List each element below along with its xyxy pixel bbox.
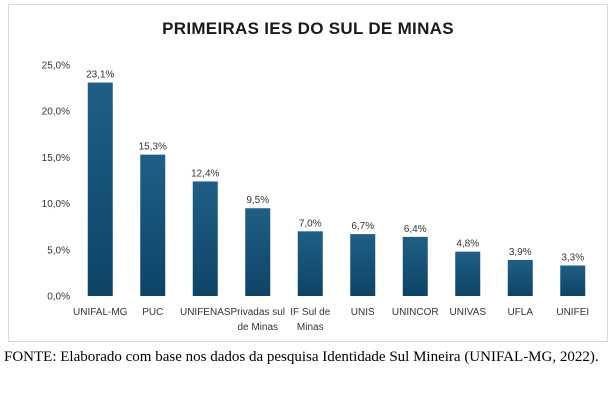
bar-value-label: 4,8% [456, 239, 479, 250]
bar [192, 181, 218, 296]
bar-value-label: 15,3% [139, 142, 167, 153]
bar [402, 236, 428, 296]
bar [455, 251, 481, 296]
bar [87, 82, 113, 296]
bar [140, 154, 166, 296]
x-tick-label: UNIFAL-MG [73, 307, 128, 318]
x-tick-label: Minas [297, 322, 324, 333]
bars: 23,1% 15,3% 12,4% 9,5% 7,0% 6,7% 6,4% 4,8% 3,9% 3… [86, 70, 586, 296]
x-tick-label: UNIVAS [450, 307, 487, 318]
y-tick-label: 10,0% [42, 199, 70, 210]
y-tick-label: 5,0% [47, 245, 70, 256]
bar-value-label: 9,5% [246, 195, 269, 206]
chart-container: PRIMEIRAS IES DO SUL DE MINAS 0,0% 5,0% 10… [8, 4, 608, 342]
bar-value-label: 7,0% [299, 218, 322, 229]
x-tick-label: de Minas [237, 322, 278, 333]
x-tick-label: IF Sul de [290, 307, 330, 318]
x-tick-label: PUC [142, 307, 163, 318]
x-tick-label: UFLA [507, 307, 533, 318]
bar-value-label: 3,3% [561, 253, 584, 264]
x-tick-label: UNIS [351, 307, 375, 318]
bar-value-label: 6,7% [351, 221, 374, 232]
bar [297, 231, 323, 296]
bar-value-label: 6,4% [404, 224, 427, 235]
bar-value-label: 12,4% [191, 168, 219, 179]
x-tick-label: UNINCOR [392, 307, 439, 318]
bar [350, 234, 376, 296]
bar-chart: 0,0% 5,0% 10,0% 15,0% 20,0% 25,0% 23,1% 15,3% 1… [42, 61, 590, 334]
bar [507, 259, 533, 296]
x-axis: UNIFAL-MG PUC UNIFENAS Privadas sul de Minas… [73, 307, 589, 333]
figure-caption: FONTE: Elaborado com base nos dados da p… [4, 349, 599, 365]
chart-title: PRIMEIRAS IES DO SUL DE MINAS [162, 19, 454, 38]
y-tick-label: 25,0% [42, 61, 70, 72]
x-tick-label: UNIFEI [556, 307, 589, 318]
bar [245, 208, 271, 296]
y-axis: 0,0% 5,0% 10,0% 15,0% 20,0% 25,0% [42, 61, 70, 303]
y-tick-label: 0,0% [47, 292, 70, 303]
x-tick-label: Privadas sul [231, 307, 285, 318]
x-tick-label: UNIFENAS [180, 307, 231, 318]
bar-value-label: 23,1% [86, 70, 114, 81]
y-tick-label: 15,0% [42, 153, 70, 164]
bar [560, 265, 586, 296]
bar-value-label: 3,9% [509, 247, 532, 258]
y-tick-label: 20,0% [42, 107, 70, 118]
